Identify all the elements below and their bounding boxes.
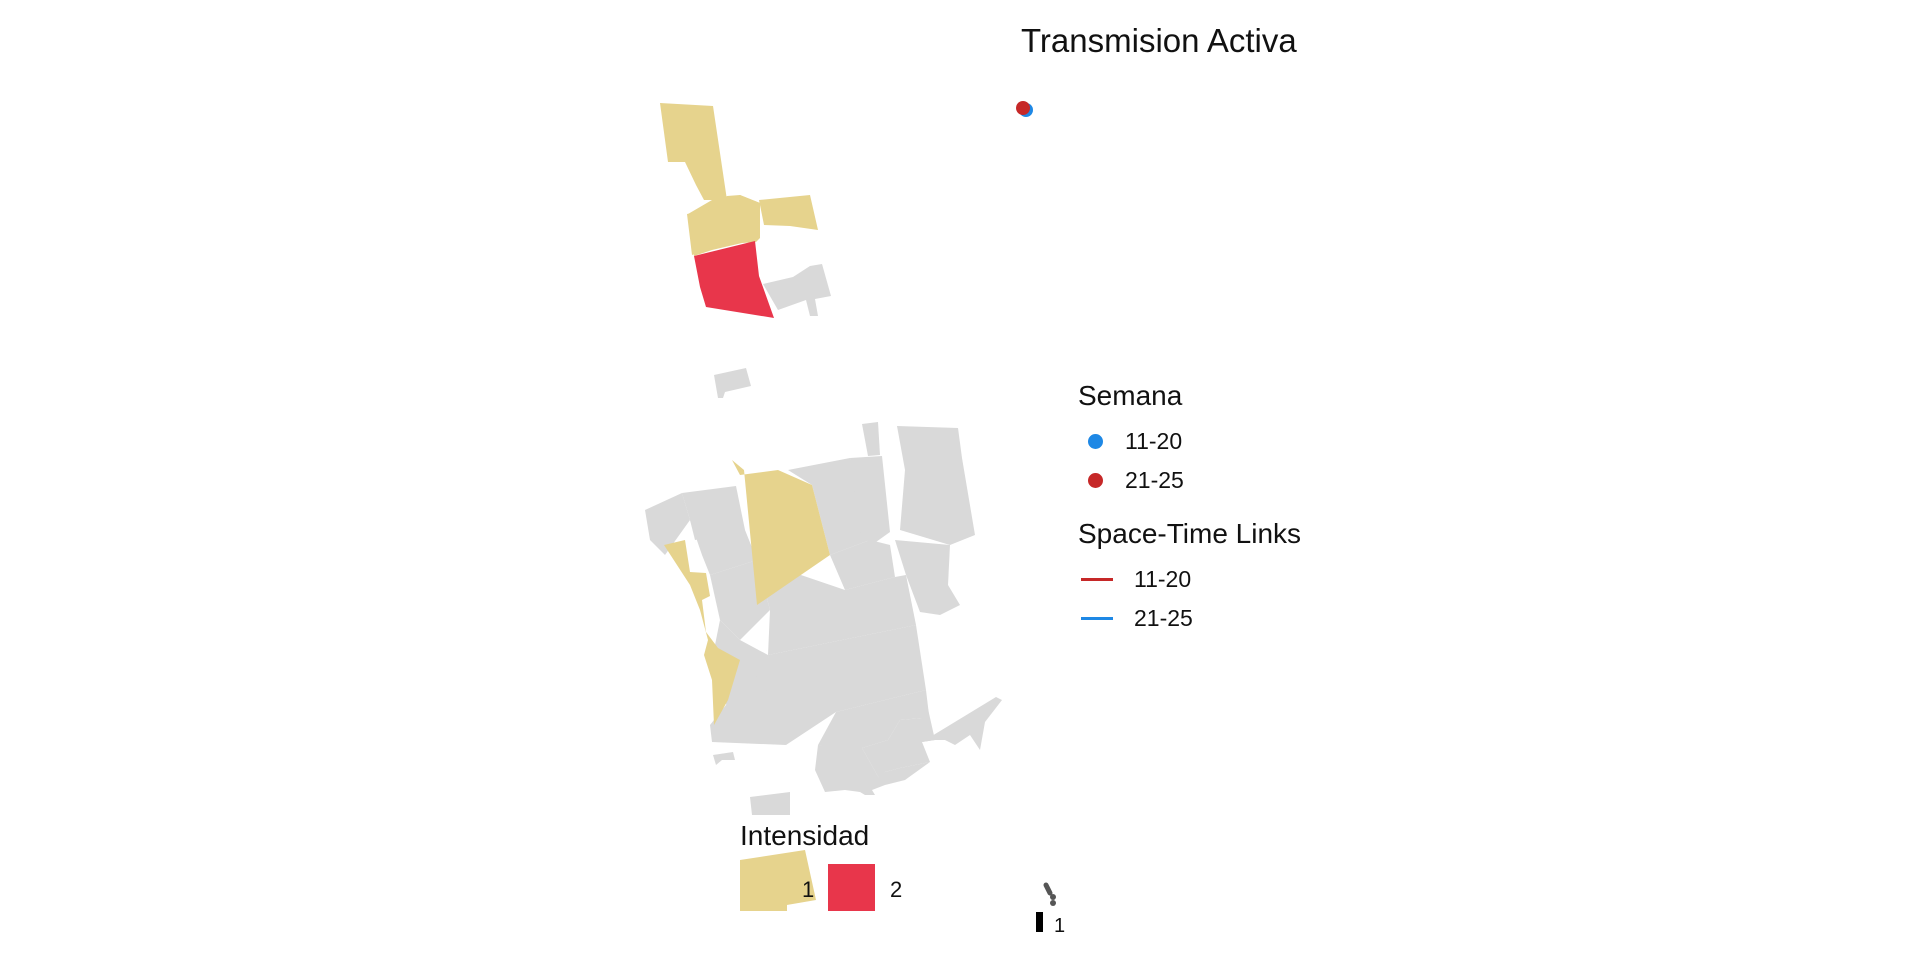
region-south-gray-1 [645, 493, 690, 555]
legend-intensidad-label: 2 [890, 877, 903, 902]
legend-link-line-icon [1081, 578, 1113, 581]
size-legend-key [1036, 912, 1043, 932]
legend-intensidad-label: 1 [802, 877, 815, 902]
legend-intensidad-swatch-2 [828, 864, 875, 911]
region-south-gray-16 [815, 745, 880, 792]
legend-intensidad-swatch-1 [740, 864, 787, 911]
legend-semana-item: 11-20 [1080, 428, 1182, 455]
legend-semana-label: 11-20 [1125, 428, 1183, 454]
size-legend-mini-dot-2 [1050, 900, 1056, 906]
legend-semana-label: 21-25 [1125, 467, 1184, 493]
legend-semana-item: 21-25 [1080, 467, 1184, 494]
region-south-gray-11 [757, 560, 916, 655]
legend-links-title: Space-Time Links [1078, 518, 1302, 549]
region-south-gray-4 [862, 422, 880, 456]
semana-points [1016, 101, 1033, 117]
size-legend-glyphs [1036, 882, 1056, 932]
region-north-intensity-2 [694, 241, 774, 318]
legend-semana-dot-icon [1088, 473, 1103, 488]
region-south-gray-9 [895, 540, 960, 615]
legend-intensidad-title: Intensidad [740, 820, 870, 851]
region-south-gray-15 [818, 690, 932, 748]
region-south-gray-8 [830, 540, 895, 590]
region-south-gray-13 [768, 625, 926, 745]
region-south-gray-17 [862, 700, 935, 780]
region-south-gray-18 [922, 697, 1002, 750]
region-south-gray-5 [897, 426, 975, 545]
map-title: Transmision Activa [1021, 22, 1297, 59]
size-legend-mini-line-1 [1043, 882, 1053, 896]
region-south-intensity-1-b [664, 540, 740, 725]
size-legend-mini-dot-1 [1050, 894, 1056, 900]
legend-links-item: 21-25 [1081, 605, 1193, 632]
legend-semana-title: Semana [1078, 380, 1183, 411]
legend-links-item: 11-20 [1081, 566, 1191, 593]
legend-links-label: 11-20 [1134, 566, 1192, 592]
region-north-b [759, 195, 818, 230]
map-south-cluster [645, 422, 1002, 910]
legend-size-label: 1 [1054, 915, 1066, 937]
region-south-gray-14 [710, 660, 786, 745]
map-north-cluster [660, 103, 831, 398]
region-south-intensity-1-a [732, 460, 830, 605]
region-south-gray-21 [750, 792, 790, 815]
point-week-21-25 [1016, 101, 1030, 115]
region-south-gray-3 [788, 458, 870, 555]
region-north-gray-1 [763, 264, 831, 316]
legend-links-label: 21-25 [1134, 605, 1193, 631]
region-south-gray-19 [860, 762, 930, 795]
region-south-gray-20 [713, 752, 735, 765]
region-south-gray-6 [850, 456, 890, 542]
region-north-gray-2 [714, 368, 751, 398]
region-south-gray-7 [690, 520, 757, 575]
legend-semana-dot-icon [1088, 434, 1103, 449]
legend-link-line-icon [1081, 617, 1113, 620]
region-north-c [687, 195, 760, 255]
